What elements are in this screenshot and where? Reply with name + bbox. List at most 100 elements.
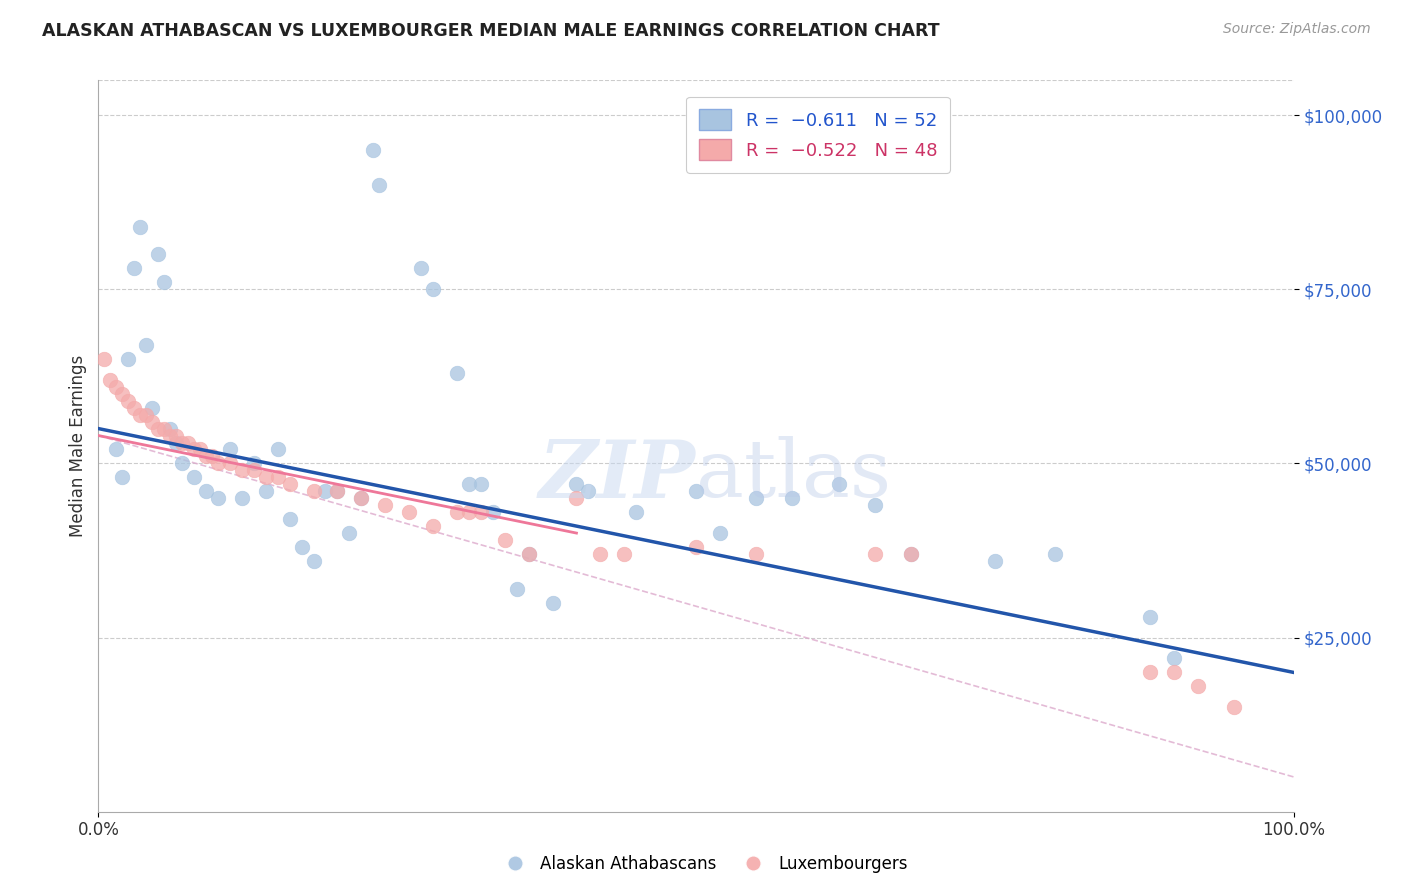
Point: [124, 401, 146, 415]
Point: [172, 435, 194, 450]
Point: [231, 491, 253, 506]
Point: [1043, 547, 1066, 561]
Point: [576, 484, 599, 499]
Point: [105, 380, 128, 394]
Point: [624, 505, 647, 519]
Point: [117, 351, 139, 366]
Point: [267, 442, 290, 457]
Point: [422, 282, 444, 296]
Point: [506, 582, 529, 596]
Text: Source: ZipAtlas.com: Source: ZipAtlas.com: [1223, 22, 1371, 37]
Point: [183, 470, 205, 484]
Point: [350, 491, 373, 506]
Point: [1163, 651, 1185, 665]
Point: [326, 484, 349, 499]
Point: [278, 512, 301, 526]
Point: [194, 484, 217, 499]
Point: [165, 428, 187, 442]
Point: [900, 547, 922, 561]
Point: [458, 477, 481, 491]
Point: [302, 484, 325, 499]
Point: [117, 393, 139, 408]
Point: [148, 421, 170, 435]
Point: [745, 491, 768, 506]
Point: [135, 338, 157, 352]
Point: [481, 505, 505, 519]
Point: [153, 275, 176, 289]
Point: [458, 505, 481, 519]
Point: [254, 470, 277, 484]
Point: [207, 491, 229, 506]
Legend: Alaskan Athabascans, Luxembourgers: Alaskan Athabascans, Luxembourgers: [492, 848, 914, 880]
Point: [613, 547, 636, 561]
Point: [315, 484, 337, 499]
Point: [129, 408, 152, 422]
Point: [326, 484, 349, 499]
Point: [141, 401, 163, 415]
Point: [494, 533, 516, 547]
Point: [254, 484, 277, 499]
Point: [183, 442, 205, 457]
Point: [709, 526, 731, 541]
Point: [685, 484, 707, 499]
Point: [422, 519, 444, 533]
Text: ALASKAN ATHABASCAN VS LUXEMBOURGER MEDIAN MALE EARNINGS CORRELATION CHART: ALASKAN ATHABASCAN VS LUXEMBOURGER MEDIA…: [42, 22, 939, 40]
Point: [105, 442, 128, 457]
Point: [165, 435, 187, 450]
Point: [398, 505, 420, 519]
Point: [243, 457, 266, 471]
Point: [863, 498, 886, 512]
Text: atlas: atlas: [696, 436, 891, 515]
Point: [745, 547, 768, 561]
Point: [470, 505, 492, 519]
Point: [302, 554, 325, 568]
Point: [565, 491, 588, 506]
Point: [278, 477, 301, 491]
Point: [541, 596, 564, 610]
Point: [1222, 700, 1246, 714]
Point: [1139, 665, 1161, 680]
Point: [863, 547, 886, 561]
Point: [780, 491, 803, 506]
Text: ZIP: ZIP: [538, 436, 696, 514]
Point: [219, 442, 242, 457]
Point: [368, 178, 391, 192]
Point: [470, 477, 492, 491]
Point: [517, 547, 540, 561]
Point: [446, 366, 468, 380]
Point: [565, 477, 588, 491]
Point: [363, 143, 385, 157]
Point: [135, 408, 157, 422]
Point: [231, 463, 253, 477]
Point: [1139, 609, 1161, 624]
Point: [111, 470, 134, 484]
Point: [148, 247, 170, 261]
Point: [159, 421, 181, 435]
Point: [685, 540, 707, 554]
Point: [153, 421, 176, 435]
Point: [589, 547, 612, 561]
Point: [177, 435, 200, 450]
Point: [93, 351, 115, 366]
Y-axis label: Median Male Earnings: Median Male Earnings: [69, 355, 87, 537]
Point: [290, 540, 312, 554]
Point: [828, 477, 851, 491]
Point: [111, 386, 134, 401]
Point: [411, 261, 433, 276]
Point: [1187, 679, 1209, 693]
Point: [1163, 665, 1185, 680]
Point: [983, 554, 1005, 568]
Point: [219, 457, 242, 471]
Point: [129, 219, 152, 234]
Point: [201, 450, 224, 464]
Point: [517, 547, 540, 561]
Point: [207, 457, 229, 471]
Point: [188, 442, 211, 457]
Point: [194, 450, 217, 464]
Point: [159, 428, 181, 442]
Point: [350, 491, 373, 506]
Point: [446, 505, 468, 519]
Point: [267, 470, 290, 484]
Point: [141, 415, 163, 429]
Legend: R =  −0.611   N = 52, R =  −0.522   N = 48: R = −0.611 N = 52, R = −0.522 N = 48: [686, 96, 950, 173]
